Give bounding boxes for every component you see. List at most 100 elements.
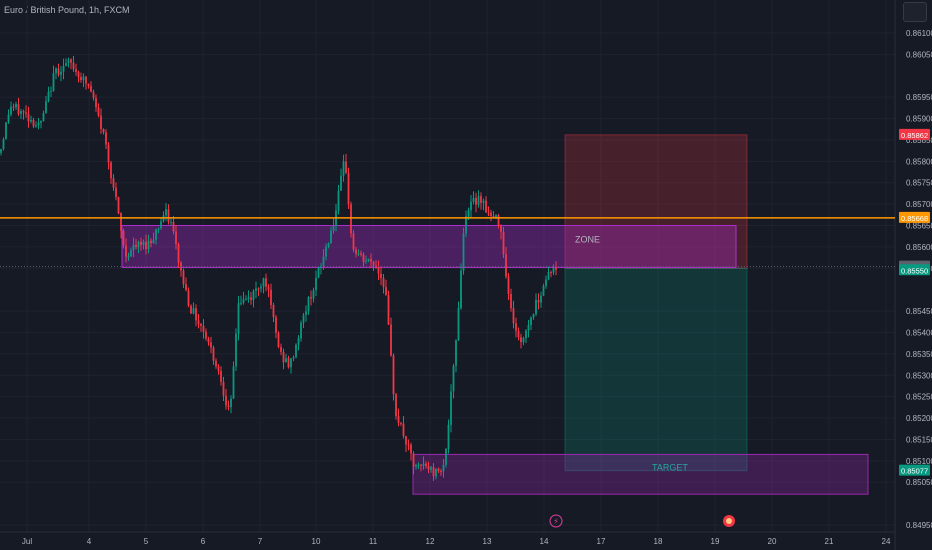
candle-body: [400, 422, 402, 424]
candle-body: [327, 243, 330, 248]
candle-body: [185, 284, 187, 291]
chart-options-button[interactable]: [903, 2, 927, 22]
candle-body: [25, 112, 27, 114]
candle-body: [532, 314, 535, 318]
x-tick-label: 17: [597, 537, 606, 546]
candle-body: [222, 381, 225, 396]
candle-body: [200, 324, 202, 326]
candle-body: [2, 139, 5, 150]
candle-body: [247, 297, 250, 299]
candle-body: [175, 231, 177, 245]
candle-body: [542, 285, 545, 296]
candle-body: [512, 308, 515, 324]
candle-body: [105, 132, 107, 145]
candle-body: [310, 297, 312, 299]
candle-body: [230, 398, 232, 408]
candle-body: [465, 216, 467, 234]
candle-body: [112, 178, 115, 188]
candle-body: [275, 317, 277, 333]
candle-body: [397, 416, 400, 423]
candle-body: [412, 453, 415, 467]
x-tick-label: 14: [540, 537, 549, 546]
candle-body: [547, 271, 550, 280]
candle-body: [255, 288, 257, 291]
candle-body: [122, 230, 125, 246]
candle-body: [505, 254, 507, 277]
candle-body: [70, 59, 72, 63]
candle-body: [435, 468, 437, 477]
candle-body: [392, 355, 395, 395]
candle-body: [362, 254, 365, 262]
candle-body: [157, 228, 160, 230]
candle-body: [240, 302, 242, 304]
candle-body: [15, 104, 17, 108]
candle-body: [50, 90, 52, 92]
candle-body: [257, 288, 260, 290]
candle-body: [182, 270, 185, 285]
candle-body: [345, 161, 347, 173]
candle-body: [462, 233, 465, 271]
candle-body: [485, 200, 487, 213]
candle-body: [60, 71, 62, 75]
candle-body: [160, 221, 162, 229]
candle-body: [365, 260, 367, 262]
candle-body: [192, 308, 195, 314]
candle-body: [217, 366, 220, 371]
candle-body: [170, 221, 172, 223]
candle-body: [472, 198, 475, 202]
candle-body: [12, 106, 15, 108]
candle-body: [95, 97, 97, 108]
candle-body: [10, 106, 12, 115]
candle-body: [225, 395, 227, 406]
candle-body: [300, 322, 302, 339]
candle-body: [530, 317, 532, 325]
candle-body: [450, 391, 452, 425]
candle-body: [347, 172, 350, 205]
x-tick-label: 12: [426, 537, 435, 546]
candle-body: [137, 241, 140, 248]
candle-body: [267, 286, 270, 290]
candle-body: [132, 244, 135, 251]
candle-body: [280, 347, 282, 352]
candle-body: [87, 83, 90, 86]
candle-body: [172, 221, 175, 232]
stop-loss-zone: [564, 134, 748, 269]
candle-body: [467, 210, 470, 217]
candle-body: [42, 113, 45, 122]
price-axis-tag-text: 0.85550: [901, 266, 928, 275]
candle-body: [417, 464, 420, 466]
target-rectangle: [412, 453, 869, 495]
candle-body: [252, 290, 255, 300]
candle-body: [475, 198, 477, 205]
candle-body: [307, 297, 310, 312]
candle-body: [332, 225, 335, 231]
candle-body: [350, 204, 352, 234]
candle-body: [177, 244, 180, 263]
zone-rectangle: [121, 225, 737, 268]
candle-body: [540, 295, 542, 303]
candle-body: [492, 216, 495, 218]
candle-body: [212, 347, 215, 361]
lightning-icon: [549, 514, 563, 528]
candle-body: [515, 323, 517, 331]
candle-body: [262, 278, 265, 287]
candle-body: [92, 91, 95, 98]
candle-body: [372, 261, 375, 266]
candle-body: [125, 245, 127, 257]
candle-body: [385, 286, 387, 296]
candle-body: [477, 196, 480, 205]
candle-body: [210, 342, 212, 348]
candle-body: [45, 101, 47, 114]
candle-body: [490, 212, 492, 217]
